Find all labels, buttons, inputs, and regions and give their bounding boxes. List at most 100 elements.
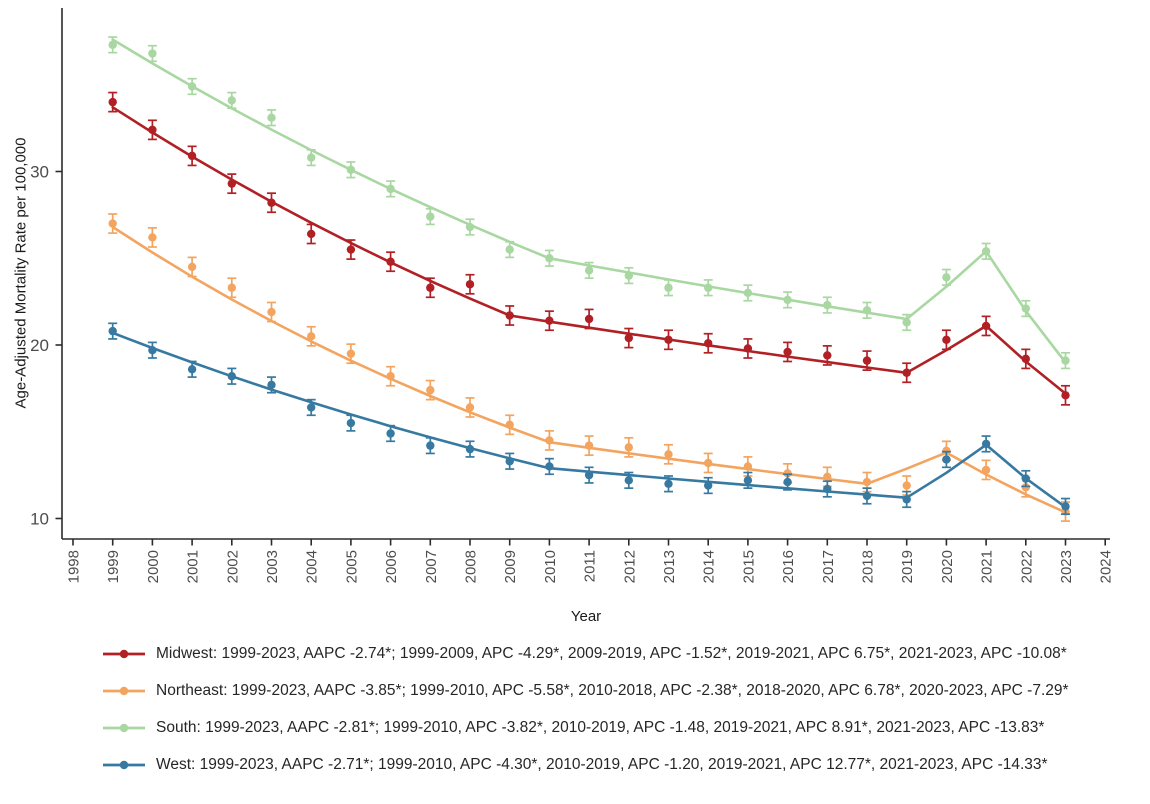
northeast-data-point [902, 481, 911, 490]
y-tick-label: 20 [30, 336, 49, 355]
x-tick-label: 2009 [502, 550, 519, 583]
south-data-point [1021, 304, 1030, 313]
northeast-data-point [346, 349, 356, 358]
x-tick-label: 2021 [979, 550, 996, 583]
west-data-point [1021, 474, 1030, 483]
legend-label-midwest: Midwest: 1999-2023, AAPC -2.74*; 1999-20… [156, 645, 1067, 662]
legend-item-south: South: 1999-2023, AAPC -2.81*; 1999-2010… [103, 719, 1069, 736]
mortality-trend-chart: 10 20 30 1998 1999 2000 2001 2002 2003 2004 2005 20… [30, 8, 1115, 583]
northeast-data-point [545, 436, 554, 445]
x-tick-label: 2012 [621, 550, 638, 583]
legend-key-point [119, 760, 129, 770]
midwest-data-point [823, 351, 832, 360]
x-tick-label: 2007 [423, 550, 440, 583]
midwest-data-point [187, 151, 197, 161]
south-data-point [465, 222, 475, 232]
legend: Midwest: 1999-2023, AAPC -2.74*; 1999-20… [103, 645, 1069, 794]
west-data-point [307, 403, 316, 412]
x-tick-label: 2001 [185, 550, 202, 583]
northeast-data-point [148, 233, 157, 242]
legend-item-northeast: Northeast: 1999-2023, AAPC -3.85*; 1999-… [103, 682, 1069, 699]
midwest-data-point [465, 280, 475, 289]
northeast-data-point [862, 477, 872, 487]
midwest-data-point [545, 316, 554, 325]
west-data-point [743, 476, 753, 485]
south-data-point [624, 271, 633, 280]
y-axis-title: Age-Adjusted Mortality Rate per 100,000 [12, 137, 30, 409]
south-data-point [981, 247, 991, 256]
south-data-point [227, 96, 236, 105]
northeast-data-point [187, 262, 197, 272]
midwest-data-point [862, 356, 872, 365]
west-data-point [1061, 502, 1070, 511]
midwest-data-point [942, 335, 951, 344]
west-data-point [823, 484, 832, 494]
midwest-data-point [267, 198, 276, 207]
x-tick-label: 1999 [105, 550, 122, 583]
west-data-point [624, 476, 633, 485]
x-tick-label: 2002 [224, 550, 241, 583]
west-data-point [862, 491, 872, 501]
northeast-data-point [108, 219, 117, 228]
midwest-data-point [1061, 391, 1070, 400]
midwest-data-point [426, 283, 435, 292]
west-data-point [584, 470, 594, 480]
south-data-point [584, 266, 594, 275]
x-tick-label: 2000 [145, 550, 162, 583]
legend-key-point [119, 686, 129, 696]
south-data-point [267, 113, 276, 122]
northeast-data-point [664, 450, 673, 459]
x-tick-label: 2019 [899, 550, 916, 583]
midwest-data-point [346, 245, 356, 254]
south-data-point [187, 82, 197, 91]
south-data-point [148, 49, 157, 58]
west-data-point [704, 481, 713, 490]
northeast-data-point [584, 441, 594, 450]
west-data-point [942, 455, 951, 464]
midwest-data-point [902, 368, 911, 377]
west-data-point [227, 372, 236, 381]
west-data-point [465, 444, 475, 454]
x-tick-label: 2017 [820, 550, 837, 583]
west-data-point [148, 346, 157, 355]
west-data-point [108, 326, 117, 336]
x-tick-label: 2020 [939, 550, 956, 583]
x-tick-label: 2005 [343, 550, 360, 583]
northeast-data-point [426, 385, 435, 395]
x-tick-label: 2023 [1058, 550, 1075, 583]
x-tick-label: 2014 [701, 550, 718, 583]
northeast-data-point [624, 443, 633, 452]
legend-label-northeast: Northeast: 1999-2023, AAPC -3.85*; 1999-… [156, 682, 1069, 699]
south-data-point [505, 245, 514, 254]
northeast-data-point [981, 465, 991, 475]
x-tick-label: 2024 [1098, 550, 1115, 583]
x-tick-label: 2010 [542, 550, 559, 583]
x-tick-label: 2008 [463, 550, 480, 583]
midwest-data-point [584, 314, 594, 324]
west-legend-key-icon [103, 760, 145, 770]
midwest-data-point [981, 321, 991, 331]
south-data-point [1061, 356, 1070, 365]
x-tick-label: 2003 [264, 550, 281, 583]
midwest-data-point [386, 257, 395, 266]
northeast-data-point [227, 283, 236, 292]
legend-label-west: West: 1999-2023, AAPC -2.71*; 1999-2010,… [156, 756, 1048, 773]
south-data-point [902, 318, 911, 327]
south-data-point [346, 165, 356, 174]
midwest-data-point [624, 333, 633, 343]
west-data-point [267, 380, 276, 390]
x-tick-label: 2004 [304, 550, 321, 583]
west-data-point [505, 457, 514, 466]
northeast-data-point [505, 420, 514, 430]
x-tick-label: 2015 [740, 550, 757, 583]
south-data-point [307, 153, 316, 162]
midwest-data-point [505, 311, 514, 320]
x-tick-label: 2013 [661, 550, 678, 583]
x-tick-label: 2011 [582, 550, 599, 582]
northeast-data-point [1021, 483, 1030, 492]
west-data-point [981, 439, 991, 449]
midwest-data-point [664, 335, 673, 344]
south-data-point [664, 283, 673, 292]
northeast-legend-key-icon [103, 686, 145, 696]
south-data-point [942, 273, 951, 282]
